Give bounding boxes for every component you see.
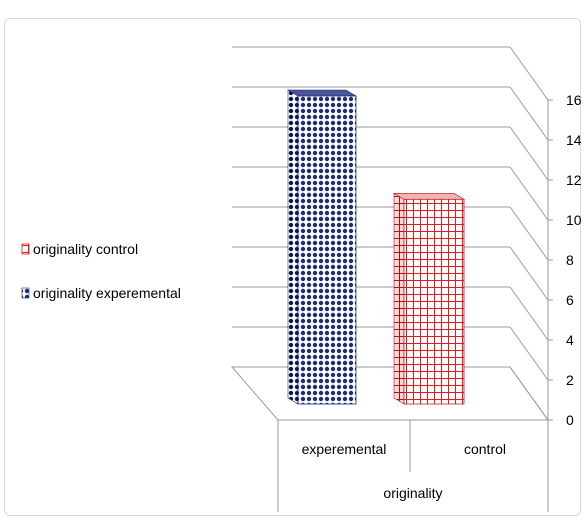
bar-top-face xyxy=(392,193,466,200)
y-tick-label: 6 xyxy=(566,292,574,308)
gridline-side xyxy=(509,46,549,101)
legend-item: originality experemental xyxy=(21,285,181,301)
gridline-side xyxy=(509,286,549,341)
bar-control xyxy=(392,192,466,405)
bars xyxy=(286,89,466,405)
y-tick-label: 0 xyxy=(566,412,574,428)
gridlines xyxy=(232,46,549,421)
y-tick-label: 4 xyxy=(566,332,574,348)
bar-front-face xyxy=(297,95,357,405)
bar-experemental xyxy=(286,89,358,405)
gridline-side xyxy=(509,206,549,261)
bar-front-face xyxy=(403,198,465,405)
bar-top-face xyxy=(286,89,358,97)
floor-plane xyxy=(230,366,549,421)
gridline-side xyxy=(509,166,549,221)
y-tick-label: 10 xyxy=(566,212,582,228)
x-axis: experemental control originality xyxy=(277,420,549,512)
legend-label: originality control xyxy=(33,241,138,257)
x-category-label: experemental xyxy=(302,441,387,457)
legend-swatch xyxy=(21,287,30,299)
gridline-side xyxy=(509,246,549,301)
x-category-label: control xyxy=(464,441,506,457)
x-axis-title: originality xyxy=(383,485,442,501)
y-tick-label: 16 xyxy=(566,92,582,108)
y-tick-label: 2 xyxy=(566,372,574,388)
bar-side-face xyxy=(287,89,299,405)
y-axis-ticks: 0 2 4 6 8 10 12 14 16 xyxy=(548,92,582,428)
legend-label: originality experemental xyxy=(33,285,181,301)
y-tick-label: 12 xyxy=(566,172,582,188)
legend-item: originality control xyxy=(21,241,138,257)
gridline-side xyxy=(509,126,549,181)
chart-floor xyxy=(230,100,549,421)
y-tick-label: 8 xyxy=(566,252,574,268)
legend-swatch xyxy=(21,243,30,255)
bar-side-face xyxy=(393,192,405,405)
y-tick-label: 14 xyxy=(566,132,582,148)
gridline-side xyxy=(509,326,549,381)
gridline-side xyxy=(509,86,549,141)
legend: originality control originality experemen… xyxy=(21,241,181,301)
